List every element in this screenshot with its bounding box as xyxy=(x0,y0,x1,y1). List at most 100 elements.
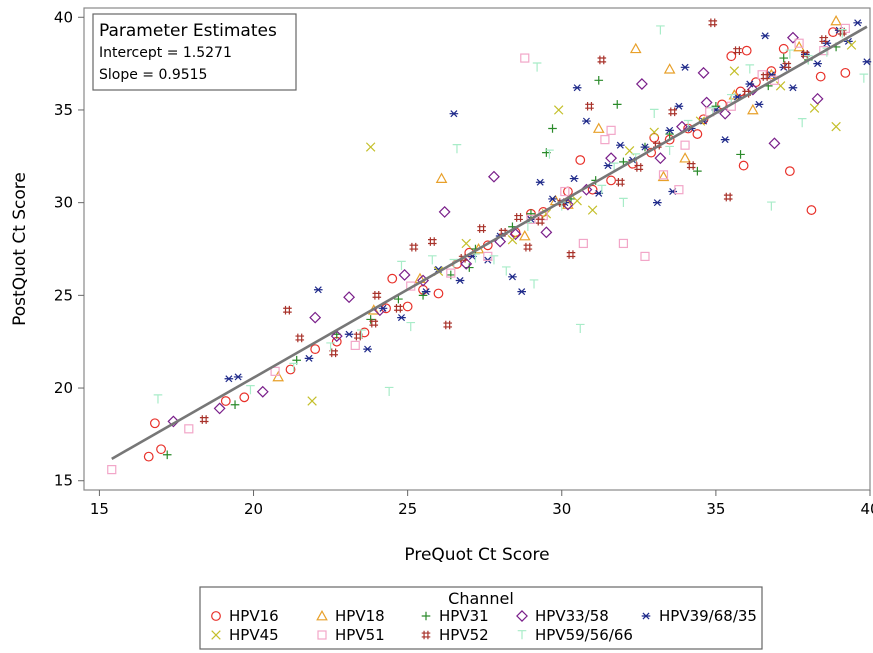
point-hpv59-56-66 xyxy=(575,323,585,334)
point-hpv16 xyxy=(387,273,398,284)
point-hpv51 xyxy=(350,340,360,350)
point-hpv16 xyxy=(741,45,752,56)
point-hpv52 xyxy=(597,55,607,65)
point-hpv52 xyxy=(514,213,523,222)
point-hpv39-68-35 xyxy=(720,136,730,144)
point-hpv45 xyxy=(572,196,582,206)
y-tick-label: 35 xyxy=(54,101,73,119)
point-hpv16 xyxy=(310,344,321,355)
point-hpv45 xyxy=(553,105,564,115)
inset-title: Parameter Estimates xyxy=(99,21,277,41)
point-hpv16 xyxy=(143,451,154,462)
point-hpv45 xyxy=(461,238,471,249)
point-hpv33-58 xyxy=(654,152,667,165)
point-hpv16 xyxy=(433,288,444,299)
point-hpv59-56-66 xyxy=(428,255,437,265)
point-hpv39-68-35 xyxy=(760,32,770,40)
legend-items: HPV16 HPV18 HPV31 HPV33/58 HPV39/68/35 HPV45 H… xyxy=(211,607,757,644)
point-hpv51 xyxy=(560,186,570,197)
legend-label-hpv39-68-35: HPV39/68/35 xyxy=(659,607,757,625)
legend-marker-hpv16 xyxy=(211,611,221,621)
point-hpv52 xyxy=(523,242,533,252)
legend-label-hpv52: HPV52 xyxy=(439,626,489,644)
point-hpv31 xyxy=(594,76,604,85)
point-hpv52 xyxy=(686,161,696,170)
point-hpv39-68-35 xyxy=(517,288,526,296)
point-hpv31 xyxy=(418,291,428,300)
point-hpv51 xyxy=(769,75,780,85)
point-hpv39-68-35 xyxy=(813,60,822,68)
point-hpv39-68-35 xyxy=(224,375,234,383)
point-hpv33-58 xyxy=(309,311,322,324)
inset-box xyxy=(92,13,297,91)
y-axis: 15 20 25 30 35 40 xyxy=(54,8,84,490)
point-hpv59-56-66 xyxy=(797,118,807,128)
point-hpv39-68-35 xyxy=(572,84,582,92)
point-hpv33-58 xyxy=(256,385,269,398)
point-hpv59-56-66 xyxy=(153,394,163,404)
point-hpv18 xyxy=(657,170,670,182)
point-hpv45 xyxy=(587,205,598,215)
point-hpv39-68-35 xyxy=(853,19,862,27)
legend-label-hpv18: HPV18 xyxy=(335,607,385,625)
point-hpv16 xyxy=(840,67,851,78)
point-hpv33-58 xyxy=(811,92,824,105)
point-hpv59-56-66 xyxy=(726,93,736,104)
point-hpv59-56-66 xyxy=(397,260,406,270)
point-hpv33-58 xyxy=(398,269,411,281)
point-hpv16 xyxy=(778,43,789,54)
point-hpv39-68-35 xyxy=(313,286,323,294)
point-hpv18 xyxy=(435,172,448,183)
legend-marker-hpv33-58 xyxy=(516,610,528,622)
point-hpv52 xyxy=(782,61,792,70)
point-hpv39-68-35 xyxy=(754,100,764,108)
point-hpv52 xyxy=(443,320,453,330)
point-hpv52 xyxy=(295,333,305,343)
point-hpv39-68-35 xyxy=(535,178,545,186)
point-hpv33-58 xyxy=(438,205,451,218)
point-hpv52 xyxy=(634,163,644,172)
legend-marker-hpv51 xyxy=(317,630,327,640)
point-hpv16 xyxy=(587,184,598,195)
point-hpv18 xyxy=(272,370,285,382)
point-hpv45 xyxy=(507,235,518,245)
point-hpv45 xyxy=(307,396,317,406)
point-hpv59-56-66 xyxy=(529,279,539,289)
point-hpv39-68-35 xyxy=(569,175,579,183)
x-tick-label: 35 xyxy=(706,500,725,518)
point-hpv59-56-66 xyxy=(767,201,776,211)
point-hpv33-58 xyxy=(746,83,759,96)
point-hpv33-58 xyxy=(509,228,522,241)
point-hpv59-56-66 xyxy=(597,184,607,194)
point-hpv52 xyxy=(477,224,486,233)
point-hpv39-68-35 xyxy=(508,273,517,281)
point-hpv52 xyxy=(668,107,678,117)
point-hpv39-68-35 xyxy=(674,102,684,110)
point-hpv39-68-35 xyxy=(455,276,465,285)
point-hpv51 xyxy=(658,170,669,180)
point-hpv51 xyxy=(819,46,829,56)
point-hpv51 xyxy=(520,53,530,63)
point-hpv16 xyxy=(692,129,703,139)
point-hpv18 xyxy=(629,42,642,54)
point-hpv59-56-66 xyxy=(785,49,795,59)
point-hpv59-56-66 xyxy=(326,342,335,352)
legend-box xyxy=(199,586,763,650)
x-tick-label: 30 xyxy=(552,500,571,518)
inset-slope: Slope = 0.9515 xyxy=(99,67,207,83)
point-hpv45 xyxy=(846,40,857,50)
point-hpv52 xyxy=(283,305,292,315)
x-tick-label: 25 xyxy=(398,500,417,518)
point-hpv51 xyxy=(618,238,629,249)
legend-label-hpv31: HPV31 xyxy=(439,607,489,625)
point-hpv33-58 xyxy=(213,402,226,415)
point-hpv45 xyxy=(831,121,841,132)
point-hpv16 xyxy=(402,301,413,312)
point-hpv16 xyxy=(575,155,586,165)
legend-label-hpv45: HPV45 xyxy=(229,626,279,644)
point-hpv51 xyxy=(107,465,117,475)
point-hpv52 xyxy=(566,250,576,259)
point-hpv39-68-35 xyxy=(363,345,372,353)
point-hpv51 xyxy=(184,424,194,434)
point-hpv16 xyxy=(239,392,250,403)
